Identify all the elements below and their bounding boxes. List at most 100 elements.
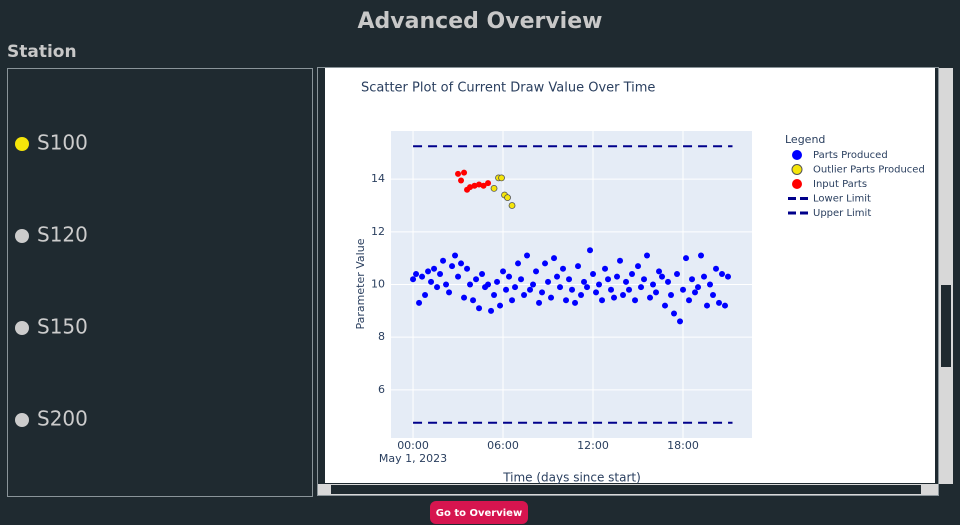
data-point bbox=[533, 268, 540, 275]
data-point bbox=[692, 289, 699, 296]
data-point bbox=[488, 307, 495, 314]
data-point bbox=[620, 292, 627, 299]
y-tick-label: 8 bbox=[378, 330, 385, 343]
legend-swatch bbox=[792, 179, 802, 189]
data-point bbox=[480, 182, 487, 189]
data-point bbox=[515, 260, 522, 267]
data-point bbox=[623, 278, 630, 285]
data-point bbox=[542, 260, 549, 267]
scroll-thumb[interactable] bbox=[941, 285, 951, 367]
legend-label: Upper Limit bbox=[813, 208, 871, 219]
data-point bbox=[410, 276, 417, 283]
station-indicator bbox=[15, 321, 29, 335]
x-tick-label: 06:00 bbox=[487, 439, 519, 452]
data-point bbox=[689, 276, 696, 283]
data-point bbox=[626, 286, 633, 293]
data-point bbox=[632, 297, 639, 304]
overview-button[interactable] bbox=[430, 501, 528, 524]
data-point bbox=[497, 302, 504, 309]
data-point bbox=[470, 297, 477, 304]
data-point bbox=[569, 286, 576, 293]
data-point bbox=[548, 294, 555, 301]
data-point bbox=[461, 294, 468, 301]
data-point bbox=[440, 257, 447, 264]
data-point bbox=[683, 255, 690, 262]
data-point bbox=[428, 278, 435, 285]
data-point bbox=[722, 302, 729, 309]
data-point bbox=[419, 273, 426, 280]
data-point bbox=[638, 284, 645, 291]
data-point bbox=[490, 184, 498, 192]
data-point bbox=[461, 169, 468, 176]
x-tick-label: 18:00 bbox=[667, 439, 699, 452]
data-point bbox=[452, 252, 459, 259]
data-point bbox=[458, 260, 465, 267]
legend-label: Outlier Parts Produced bbox=[813, 165, 925, 176]
data-point bbox=[563, 297, 570, 304]
data-point bbox=[536, 299, 543, 306]
station-list: S100 S120 S150 S200 bbox=[15, 131, 88, 431]
data-point bbox=[617, 257, 624, 264]
data-point bbox=[614, 273, 621, 280]
data-point bbox=[662, 302, 669, 309]
data-point bbox=[476, 181, 483, 188]
y-axis-label: Parameter Value bbox=[354, 238, 367, 329]
data-point bbox=[464, 265, 471, 272]
data-point bbox=[521, 292, 528, 299]
data-point bbox=[458, 177, 465, 184]
y-tick-label: 6 bbox=[378, 383, 385, 396]
data-point bbox=[719, 270, 726, 277]
data-point bbox=[578, 292, 585, 299]
data-point bbox=[674, 270, 681, 277]
y-tick-label: 10 bbox=[371, 278, 385, 291]
chart-title: Scatter Plot of Current Draw Value Over … bbox=[361, 81, 655, 96]
data-point bbox=[455, 170, 462, 177]
station-label[interactable]: S100 bbox=[37, 131, 88, 155]
data-point bbox=[512, 284, 519, 291]
overview-button-label[interactable]: Go to Overview bbox=[436, 508, 522, 519]
data-point bbox=[485, 180, 492, 187]
legend-swatch bbox=[791, 164, 803, 175]
data-point bbox=[449, 263, 456, 270]
data-point bbox=[491, 292, 498, 299]
data-point bbox=[509, 297, 516, 304]
x-tick-sublabel: May 1, 2023 bbox=[379, 452, 447, 465]
vertical-scrollbar[interactable] bbox=[939, 68, 953, 484]
station-indicator bbox=[15, 229, 29, 243]
data-point bbox=[704, 302, 711, 309]
station-label[interactable]: S200 bbox=[37, 407, 88, 431]
data-point bbox=[422, 292, 429, 299]
station-indicator bbox=[15, 137, 29, 151]
data-point bbox=[698, 252, 705, 259]
data-point bbox=[644, 252, 651, 259]
chart-panel bbox=[317, 67, 939, 496]
data-point bbox=[656, 268, 663, 275]
data-point bbox=[485, 281, 492, 288]
data-point bbox=[443, 281, 450, 288]
data-point bbox=[596, 281, 603, 288]
data-point bbox=[476, 305, 483, 312]
data-point bbox=[584, 284, 591, 291]
data-point bbox=[446, 289, 453, 296]
data-point bbox=[701, 273, 708, 280]
data-point bbox=[467, 184, 474, 191]
data-point bbox=[602, 265, 609, 272]
data-point bbox=[605, 276, 612, 283]
data-point bbox=[467, 281, 474, 288]
data-point bbox=[431, 265, 438, 272]
data-point bbox=[425, 268, 432, 275]
station-label[interactable]: S150 bbox=[37, 315, 88, 339]
data-point bbox=[498, 174, 505, 182]
data-point bbox=[587, 247, 594, 254]
station-label[interactable]: S120 bbox=[37, 223, 88, 247]
x-tick-label: 00:00 bbox=[397, 439, 429, 452]
data-point bbox=[710, 292, 717, 299]
data-point bbox=[530, 281, 537, 288]
data-point bbox=[641, 276, 648, 283]
data-point bbox=[560, 265, 567, 272]
data-point bbox=[629, 270, 636, 277]
data-point bbox=[659, 273, 666, 280]
scroll-thumb-h[interactable] bbox=[331, 485, 921, 494]
legend-swatch bbox=[792, 150, 802, 160]
